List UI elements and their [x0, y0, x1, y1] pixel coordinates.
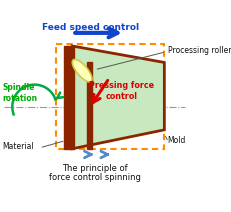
- Ellipse shape: [72, 59, 92, 82]
- Polygon shape: [64, 46, 74, 149]
- Text: The principle of: The principle of: [62, 164, 128, 173]
- Text: Mold: Mold: [167, 136, 185, 145]
- Text: Pressing force
control: Pressing force control: [89, 81, 154, 101]
- Polygon shape: [87, 62, 92, 149]
- Text: Spindle
rotation: Spindle rotation: [3, 83, 37, 103]
- Text: force control spinning: force control spinning: [49, 173, 141, 182]
- Text: Feed speed control: Feed speed control: [42, 23, 138, 32]
- Polygon shape: [72, 46, 164, 149]
- Text: Processing roller: Processing roller: [167, 46, 230, 55]
- Text: Material: Material: [3, 142, 34, 151]
